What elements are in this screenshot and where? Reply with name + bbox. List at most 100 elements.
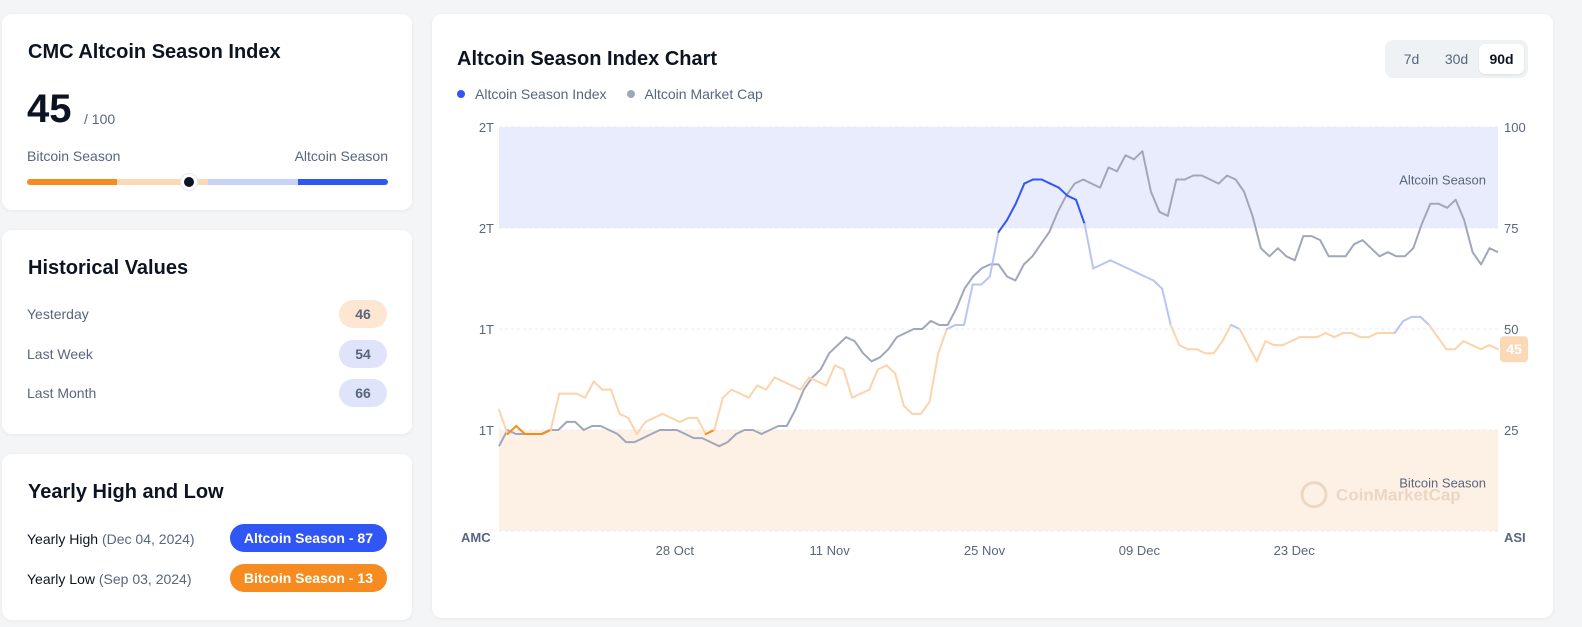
series-segment-altcoin-season-index: [1255, 340, 1267, 363]
legend-item-market-cap[interactable]: Altcoin Market Cap: [626, 86, 763, 102]
series-segment-altcoin-season-index: [1023, 178, 1034, 185]
altcoin-season-zone: [499, 127, 1498, 228]
series-segment-altcoin-season-index: [1290, 336, 1301, 343]
series-segment-altcoin-season-index: [730, 388, 742, 395]
series-segment-altcoin-season-index: [980, 275, 991, 286]
series-segment-altcoin-season-index: [1393, 319, 1405, 335]
history-label: Last Month: [27, 385, 97, 401]
series-segment-altcoin-season-index: [644, 416, 656, 423]
altcoin-season-label: Altcoin Season: [294, 148, 388, 164]
yearly-low-row: Yearly Low (Sep 03, 2024) Bitcoin Season…: [27, 564, 387, 592]
yearly-high-label: Yearly High (Dec 04, 2024): [27, 531, 195, 547]
y-left-tick-label: 2T: [479, 120, 494, 135]
legend-dot: [626, 90, 635, 98]
y-left-tick-label: 1T: [479, 322, 494, 337]
series-segment-altcoin-season-index: [876, 364, 888, 371]
x-tick-label: 11 Nov: [810, 543, 851, 558]
y-left-tick-label: 1T: [479, 423, 494, 438]
series-segment-altcoin-season-index: [575, 392, 587, 399]
series-segment-altcoin-season-index: [1126, 267, 1138, 274]
series-segment-altcoin-season-index: [549, 392, 561, 431]
series-segment-altcoin-season-index: [885, 364, 897, 375]
series-segment-altcoin-season-index: [1195, 348, 1207, 355]
series-segment-altcoin-season-index: [1100, 259, 1112, 266]
yearly-high-low-card: Yearly High and Low Yearly High (Dec 04,…: [2, 454, 412, 620]
series-segment-altcoin-season-index: [894, 372, 905, 407]
series-segment-altcoin-season-index: [747, 384, 759, 399]
series-segment-altcoin-season-index: [704, 429, 716, 436]
series-segment-altcoin-season-index: [1402, 315, 1413, 322]
tab-7d[interactable]: 7d: [1403, 51, 1420, 67]
y-right-tick-label: 75: [1504, 221, 1518, 236]
series-segment-altcoin-season-index: [928, 352, 940, 403]
series-segment-altcoin-season-index: [808, 376, 819, 383]
series-segment-altcoin-season-index: [1333, 332, 1344, 339]
series-segment-altcoin-season-index: [515, 424, 526, 436]
watermark-logo-icon: [1300, 481, 1328, 509]
yearly-high-date: (Dec 04, 2024): [101, 531, 195, 547]
yearly-high-text: Yearly High: [27, 531, 99, 547]
series-segment-altcoin-season-index: [851, 392, 862, 399]
zone-label-bitcoin: Bitcoin Season: [1399, 476, 1486, 491]
series-segment-altcoin-season-index: [1247, 344, 1258, 363]
zone-label-altcoin: Altcoin Season: [1399, 173, 1486, 188]
season-index-chart-card: Altcoin Season Index Chart Altcoin Seaso…: [432, 14, 1553, 618]
series-segment-altcoin-season-index: [1281, 340, 1293, 347]
series-segment-altcoin-season-index: [661, 412, 673, 419]
series-segment-altcoin-season-index: [1479, 344, 1491, 351]
series-segment-altcoin-season-index: [1350, 332, 1362, 339]
current-value-label: 45: [1506, 341, 1522, 357]
series-segment-altcoin-season-index: [1230, 323, 1241, 330]
y-right-tick-label: 25: [1504, 423, 1518, 438]
index-score: 45: [27, 87, 72, 131]
series-segment-altcoin-season-index: [609, 388, 621, 415]
series-segment-altcoin-season-index: [1092, 263, 1103, 270]
series-segment-altcoin-season-index: [1109, 259, 1121, 266]
series-segment-altcoin-season-index: [696, 416, 707, 436]
series-segment-altcoin-season-index: [816, 380, 828, 387]
legend-item-index[interactable]: Altcoin Season Index: [457, 86, 607, 102]
history-label: Last Week: [27, 346, 93, 362]
historical-title: Historical Values: [28, 257, 189, 279]
series-segment-altcoin-season-index: [1135, 271, 1146, 278]
historical-values-card: Historical Values Yesterday 46 Last Week…: [2, 230, 412, 434]
series-segment-altcoin-season-index: [1143, 275, 1155, 282]
history-row-last-week: Last Week 54: [27, 340, 387, 368]
index-card-title: CMC Altcoin Season Index: [28, 41, 281, 63]
season-index-chart: Altcoin Season Bitcoin SeasonCoinMarketCa…: [461, 120, 1528, 558]
series-segment-altcoin-season-index: [1471, 344, 1482, 351]
y-right-tick-label: 50: [1504, 322, 1518, 337]
series-segment-altcoin-season-index: [1453, 340, 1465, 351]
series-segment-altcoin-season-index: [937, 328, 948, 355]
tab-90d[interactable]: 90d: [1479, 44, 1524, 74]
series-segment-altcoin-season-index: [618, 412, 630, 419]
series-segment-altcoin-season-index: [1436, 336, 1448, 351]
history-value-badge: 54: [339, 340, 387, 368]
series-segment-altcoin-season-index: [678, 416, 690, 423]
yearly-low-label: Yearly Low (Sep 03, 2024): [27, 571, 192, 587]
series-segment-altcoin-season-index: [635, 420, 647, 436]
history-row-last-month: Last Month 66: [27, 379, 387, 407]
series-segment-altcoin-season-index: [1221, 323, 1233, 343]
series-segment-altcoin-season-index: [782, 380, 793, 387]
bitcoin-season-zone: [499, 430, 1498, 531]
series-segment-altcoin-season-index: [713, 396, 724, 431]
series-segment-altcoin-season-index: [670, 416, 681, 423]
tab-30d[interactable]: 30d: [1444, 51, 1469, 67]
series-segment-altcoin-season-index: [721, 388, 733, 399]
history-value-badge: 66: [339, 379, 387, 407]
series-segment-altcoin-season-index: [1118, 263, 1129, 270]
bitcoin-season-label: Bitcoin Season: [27, 148, 121, 164]
series-segment-altcoin-season-index: [584, 380, 595, 399]
series-segment-altcoin-season-index: [1169, 323, 1181, 347]
series-segment-altcoin-season-index: [756, 384, 767, 391]
gauge-segment-altcoin: [297, 179, 388, 185]
legend-label: Altcoin Season Index: [475, 86, 607, 102]
series-segment-altcoin-season-index: [799, 376, 811, 391]
legend-dot: [457, 90, 465, 98]
series-segment-altcoin-season-index: [627, 416, 638, 436]
x-tick-label: 23 Dec: [1274, 543, 1316, 558]
legend-label: Altcoin Market Cap: [644, 86, 763, 102]
series-segment-altcoin-season-index: [997, 218, 1009, 234]
series-segment-altcoin-season-index: [1049, 182, 1060, 189]
